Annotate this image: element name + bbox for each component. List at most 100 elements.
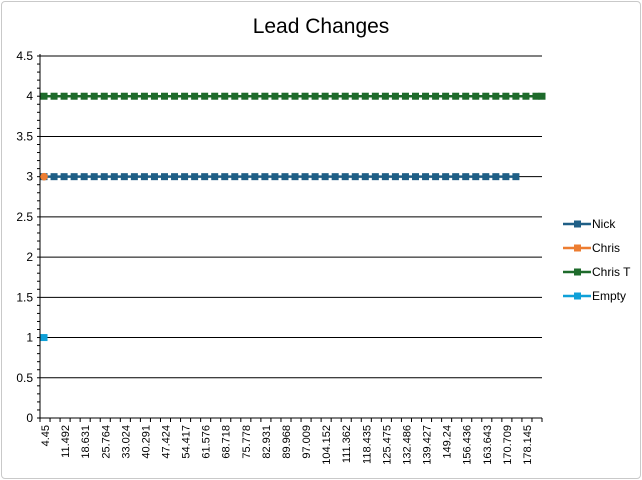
data-point [241, 173, 249, 181]
data-point [331, 92, 339, 100]
y-axis-ticks: 0 0.5 1 1.5 2 2.5 3 3.5 4 4.5 [16, 49, 33, 425]
legend: Nick Chris Chris T Empty [563, 217, 631, 303]
x-tick-label: 118.435 [361, 425, 373, 464]
data-point [211, 173, 219, 181]
data-point [161, 92, 168, 100]
data-point [231, 92, 239, 100]
legend-label: Chris T [592, 265, 631, 279]
data-point [140, 173, 148, 181]
data-point [301, 173, 309, 181]
data-point [261, 92, 269, 100]
data-point [401, 92, 409, 100]
x-tick-label: 47.424 [161, 425, 173, 459]
data-point [512, 173, 520, 181]
data-point [40, 334, 48, 342]
data-point [90, 92, 98, 100]
data-point [371, 92, 379, 100]
data-point [40, 92, 48, 100]
x-tick-label: 89.968 [281, 425, 293, 459]
x-tick-label: 97.009 [301, 425, 313, 459]
series-chris-t [40, 92, 546, 100]
data-point [50, 173, 58, 181]
data-point [201, 173, 209, 181]
data-point [442, 92, 450, 100]
x-tick-label: 163.643 [482, 425, 494, 465]
data-point [341, 92, 349, 100]
data-point [381, 92, 389, 100]
legend-item: Chris T [563, 265, 631, 279]
legend-item: Chris [563, 241, 620, 255]
y-tick-label: 4 [26, 89, 33, 103]
data-point [351, 173, 359, 181]
x-tick-label: 4.45 [40, 425, 52, 446]
data-point [181, 173, 189, 181]
x-tick-label: 68.718 [221, 425, 233, 459]
data-point [100, 92, 108, 100]
axes [37, 54, 543, 422]
data-point [412, 173, 419, 181]
series-group [40, 92, 546, 342]
data-point [532, 92, 540, 100]
x-tick-label: 11.492 [60, 425, 72, 458]
data-point [120, 92, 128, 100]
data-point [251, 92, 259, 100]
x-tick-label: 111.362 [341, 425, 353, 463]
data-point [60, 92, 68, 100]
data-point [261, 173, 269, 181]
data-point [181, 92, 189, 100]
x-tick-label: 156.436 [462, 425, 474, 465]
data-point [191, 92, 199, 100]
data-point [391, 173, 399, 181]
data-point [60, 173, 68, 181]
data-point [241, 92, 249, 100]
y-tick-label: 1.5 [16, 290, 33, 304]
data-point [211, 92, 219, 100]
data-point [432, 92, 440, 100]
data-point [171, 92, 179, 100]
data-point [161, 173, 168, 181]
legend-item: Empty [563, 289, 626, 303]
data-point [472, 92, 480, 100]
data-point [512, 92, 520, 100]
data-point [281, 92, 289, 100]
x-tick-label: 104.152 [321, 425, 333, 465]
data-point [251, 173, 259, 181]
legend-swatch-marker [574, 268, 581, 276]
data-point [110, 173, 118, 181]
data-point [381, 173, 389, 181]
data-point [442, 173, 450, 181]
data-point [452, 92, 460, 100]
legend-label: Nick [592, 217, 616, 231]
x-tick-label: 139.427 [422, 425, 434, 465]
data-point [291, 173, 299, 181]
data-point [50, 92, 58, 100]
data-point [80, 92, 88, 100]
data-point [482, 92, 490, 100]
data-point [191, 173, 199, 181]
y-tick-label: 4.5 [16, 49, 33, 63]
series-chris [40, 172, 48, 181]
data-point [130, 173, 138, 181]
data-point [492, 173, 500, 181]
data-point [201, 92, 209, 100]
y-tick-label: 2.5 [16, 210, 33, 224]
x-tick-label: 125.475 [381, 425, 393, 465]
data-point [321, 92, 329, 100]
grid-lines [40, 55, 542, 419]
data-point [301, 92, 309, 100]
data-point [120, 173, 128, 181]
x-tick-label: 61.576 [201, 425, 213, 459]
x-axis-ticks: 4.45 11.492 18.631 25.764 33.024 40.291 47.424… [40, 425, 534, 465]
data-point [331, 173, 339, 181]
data-point [80, 173, 88, 181]
legend-swatch-marker [574, 292, 581, 300]
data-point [391, 92, 399, 100]
data-point [401, 173, 409, 181]
x-tick-label: 132.486 [401, 425, 413, 465]
data-point [231, 173, 239, 181]
y-tick-label: 0 [26, 411, 33, 425]
data-point [462, 92, 470, 100]
data-point [482, 173, 490, 181]
x-tick-label: 178.145 [522, 425, 534, 465]
